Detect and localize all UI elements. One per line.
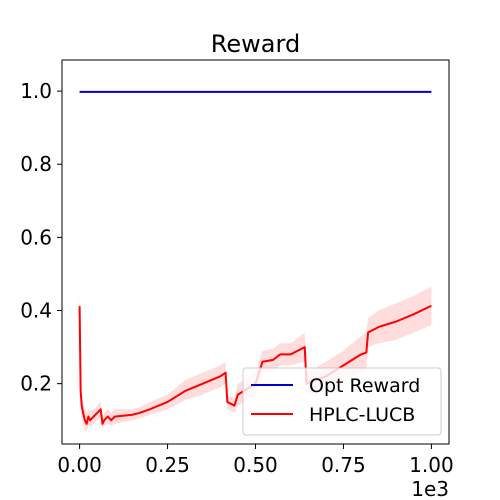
- x-axis: 0.00 0.25 0.50 0.75 1.00: [57, 444, 454, 477]
- y-tick-label: 0.2: [20, 372, 52, 396]
- x-tick-label: 0.50: [233, 453, 278, 477]
- x-tick-label: 0.75: [321, 453, 366, 477]
- x-tick-label: 1.00: [409, 453, 454, 477]
- x-tick-label: 0.00: [57, 453, 102, 477]
- legend: Opt Reward HPLC-LUCB: [242, 367, 442, 436]
- y-tick-label: 0.4: [20, 299, 52, 323]
- chart-title: Reward: [211, 30, 300, 58]
- y-tick-label: 0.6: [20, 225, 52, 249]
- series-line-hplc-lucb: [78, 304, 432, 425]
- legend-label-opt-reward: Opt Reward: [309, 375, 420, 397]
- x-tick-label: 0.25: [145, 453, 190, 477]
- y-tick-label: 1.0: [20, 79, 52, 103]
- y-tick-label: 0.8: [20, 152, 52, 176]
- plot-area: [78, 90, 432, 432]
- y-axis: 0.2 0.4 0.6 0.8 1.0: [20, 79, 62, 396]
- legend-label-hplc-lucb: HPLC-LUCB: [309, 404, 415, 426]
- x-offset-text: 1e3: [411, 477, 449, 500]
